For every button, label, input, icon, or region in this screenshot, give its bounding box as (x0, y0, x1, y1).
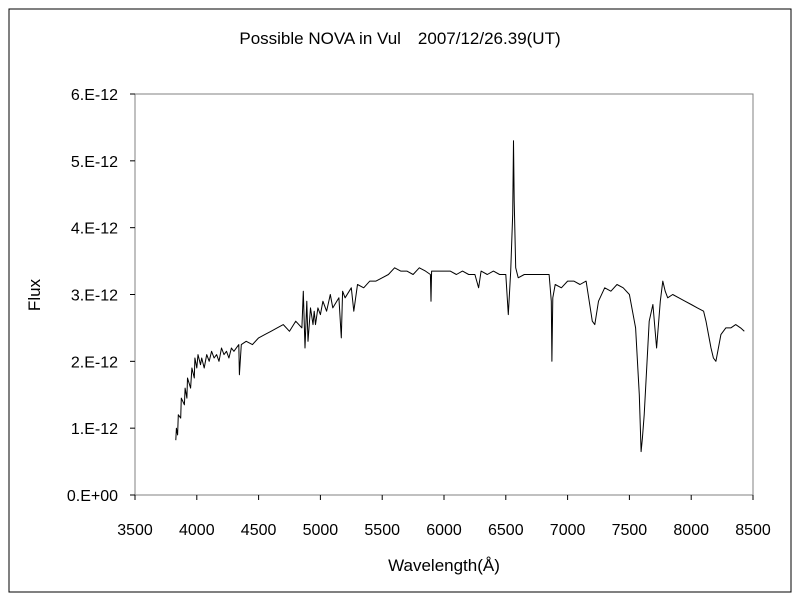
y-axis-label: Flux (25, 278, 44, 311)
x-tick-label: 3500 (117, 522, 153, 539)
spectrum-series-line (175, 140, 745, 453)
x-tick-label: 4500 (241, 522, 277, 539)
x-tick-label: 7000 (550, 522, 586, 539)
x-tick-label: 4000 (179, 522, 215, 539)
y-tick-label: 2.E-12 (71, 354, 118, 371)
y-tick-label: 5.E-12 (71, 154, 118, 171)
x-tick-label: 6500 (488, 522, 524, 539)
x-tick-label: 8000 (673, 522, 709, 539)
x-axis-label: Wavelength(Å) (388, 556, 500, 575)
x-tick-label: 6000 (426, 522, 462, 539)
y-tick-label: 3.E-12 (71, 288, 118, 305)
y-tick-label: 1.E-12 (71, 421, 118, 438)
series-layer (175, 140, 745, 453)
x-tick-label: 8500 (735, 522, 771, 539)
y-axis: 0.E+00 1.E-12 2.E-12 3.E-12 4.E-12 5.E-12 6.E-… (67, 87, 135, 505)
y-tick-label: 4.E-12 (71, 221, 118, 238)
x-tick-label: 7500 (612, 522, 648, 539)
y-tick-label: 6.E-12 (71, 87, 118, 104)
y-tick-label: 0.E+00 (67, 488, 118, 505)
x-axis: 3500 4000 4500 5000 5500 6000 6500 7000 7500 8000… (117, 495, 771, 539)
plot-area (134, 93, 754, 496)
chart-title: Possible NOVA in Vul 2007/12/26.39(UT) (239, 29, 560, 48)
x-tick-label: 5000 (303, 522, 339, 539)
x-tick-label: 5500 (364, 522, 400, 539)
